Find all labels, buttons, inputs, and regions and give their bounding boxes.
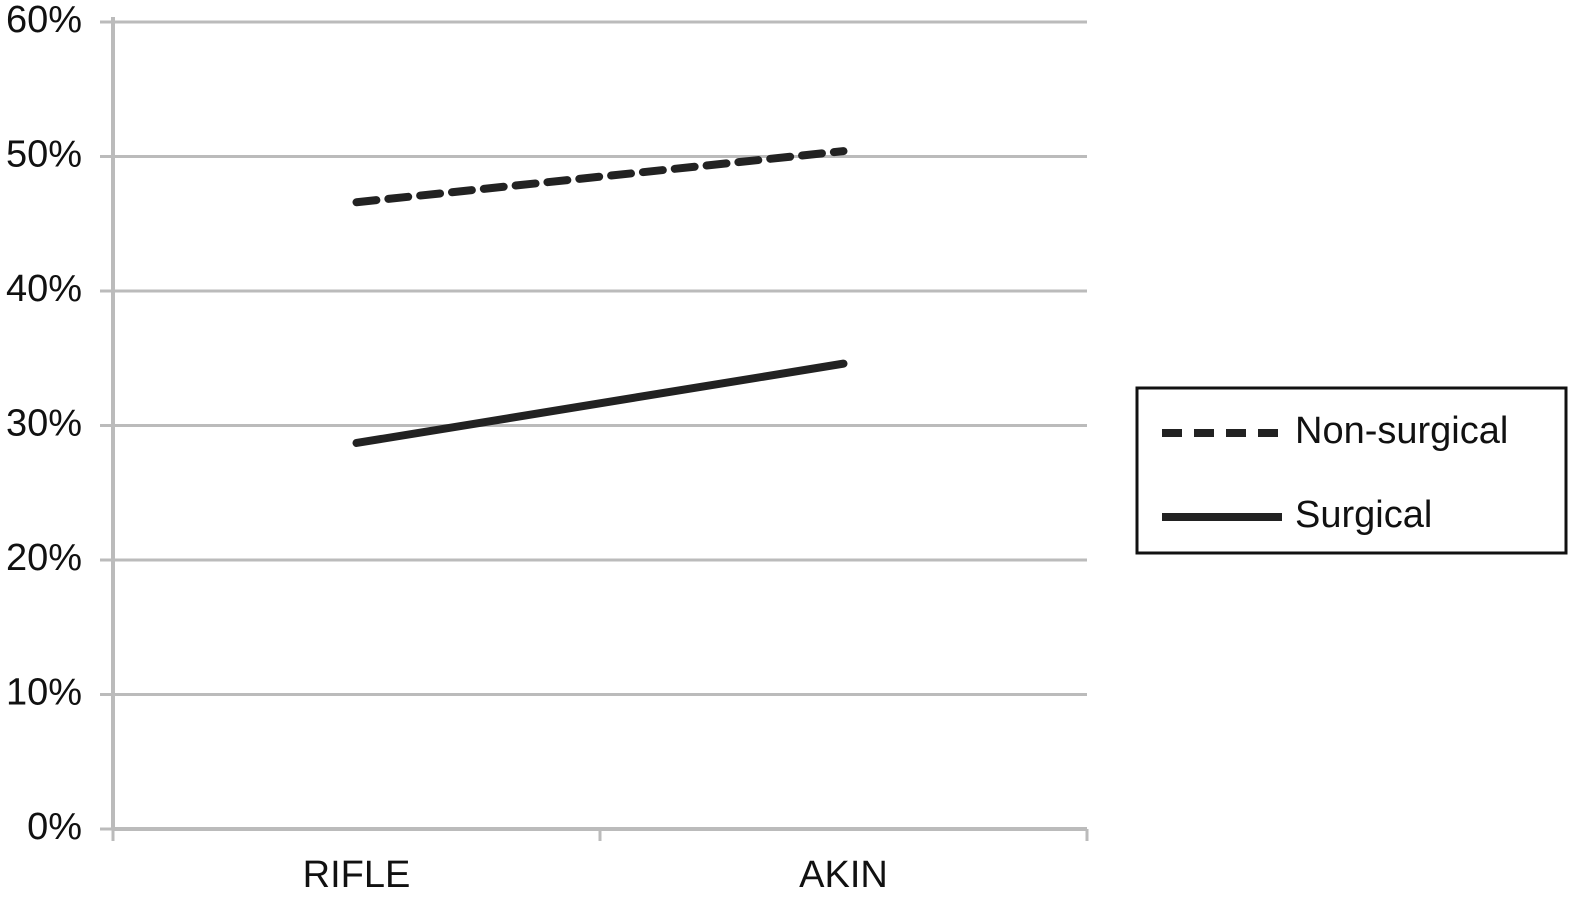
y-tick-label: 40%: [6, 268, 82, 310]
y-tick-label: 0%: [27, 806, 82, 848]
y-tick-label: 50%: [6, 134, 82, 176]
series-line: [352, 147, 848, 207]
y-tick-label: 60%: [6, 0, 82, 41]
y-tick-label: 10%: [6, 672, 82, 714]
legend-label: Non-surgical: [1295, 410, 1508, 452]
legend-box: [1135, 386, 1568, 555]
legend-label: Surgical: [1295, 494, 1432, 536]
x-tick-label: RIFLE: [303, 854, 411, 896]
series-line: [352, 359, 848, 447]
y-tick-label: 20%: [6, 537, 82, 579]
y-tick-label: 30%: [6, 403, 82, 445]
x-tick-label: AKIN: [799, 854, 888, 896]
